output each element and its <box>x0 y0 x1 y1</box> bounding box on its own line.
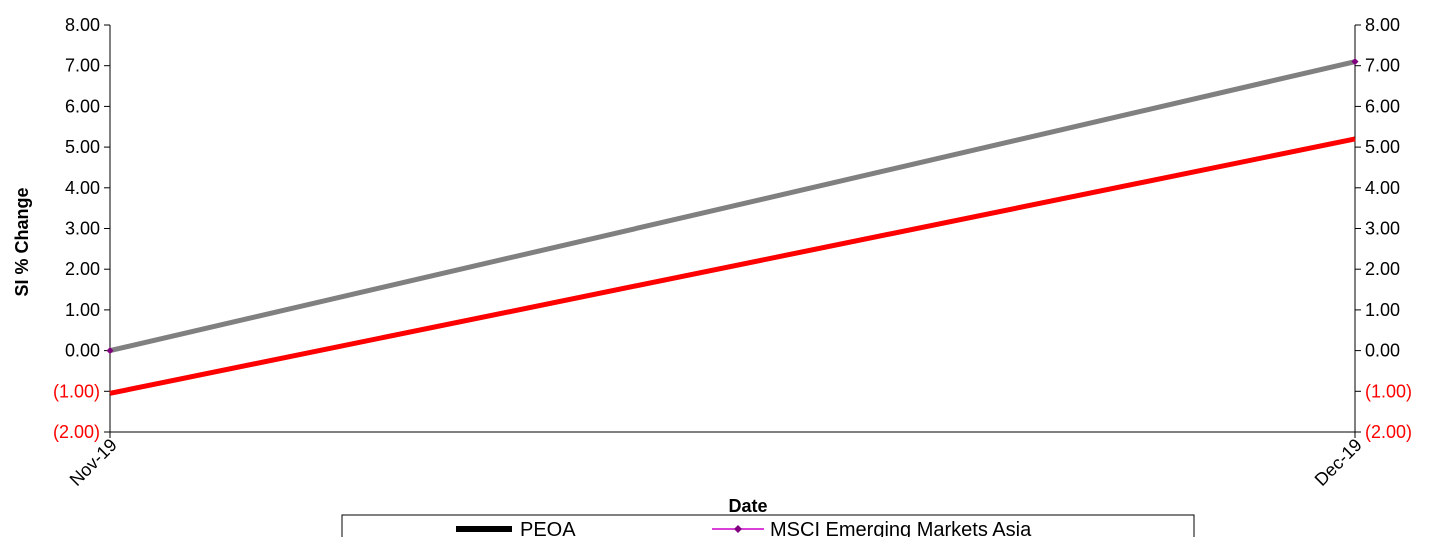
y-tick-label-right: 4.00 <box>1365 178 1400 198</box>
x-axis-title: Date <box>728 496 767 516</box>
y-tick-label-right: 3.00 <box>1365 219 1400 239</box>
series-line-peoa <box>109 136 1356 396</box>
series-point-msci <box>1351 58 1359 66</box>
x-tick-label: Dec-19 <box>1311 435 1366 490</box>
y-tick-label-left: 7.00 <box>65 56 100 76</box>
y-tick-label-right: 6.00 <box>1365 96 1400 116</box>
y-tick-label-right: 2.00 <box>1365 259 1400 279</box>
chart-ticks: (2.00) (2.00) (1.00) (1.00) 0.00 0.00 1.00 1.00… <box>53 15 1412 490</box>
legend-label-peoa: PEOA <box>520 519 576 537</box>
legend: PEOA MSCI Emerging Markets Asia <box>341 514 1195 537</box>
y-tick-label-right: 8.00 <box>1365 15 1400 35</box>
y-tick-label-left: 3.00 <box>65 219 100 239</box>
y-tick-label-left: 4.00 <box>65 178 100 198</box>
series-point-msci <box>106 347 114 355</box>
y-tick-label-right: 1.00 <box>1365 300 1400 320</box>
y-tick-label-right: (2.00) <box>1365 422 1412 442</box>
y-tick-label-left: 2.00 <box>65 259 100 279</box>
y-tick-label-left: 5.00 <box>65 137 100 157</box>
series-line-msci <box>109 59 1356 354</box>
y-tick-label-left: 0.00 <box>65 341 100 361</box>
y-tick-label-right: (1.00) <box>1365 381 1412 401</box>
y-tick-label-left: 8.00 <box>65 15 100 35</box>
y-tick-label-left: (1.00) <box>53 381 100 401</box>
x-tick-label: Nov-19 <box>66 435 121 490</box>
y-tick-label-left: (2.00) <box>53 422 100 442</box>
y-tick-label-left: 6.00 <box>65 96 100 116</box>
y-tick-label-left: 1.00 <box>65 300 100 320</box>
y-tick-label-right: 0.00 <box>1365 341 1400 361</box>
chart-axes <box>109 25 1356 433</box>
legend-box <box>341 514 1195 537</box>
y-axis-title: SI % Change <box>12 187 32 296</box>
chart-series <box>106 58 1359 396</box>
legend-marker-msci <box>734 525 742 533</box>
legend-label-msci: MSCI Emerging Markets Asia <box>770 519 1032 537</box>
y-tick-label-right: 5.00 <box>1365 137 1400 157</box>
y-tick-label-right: 7.00 <box>1365 56 1400 76</box>
